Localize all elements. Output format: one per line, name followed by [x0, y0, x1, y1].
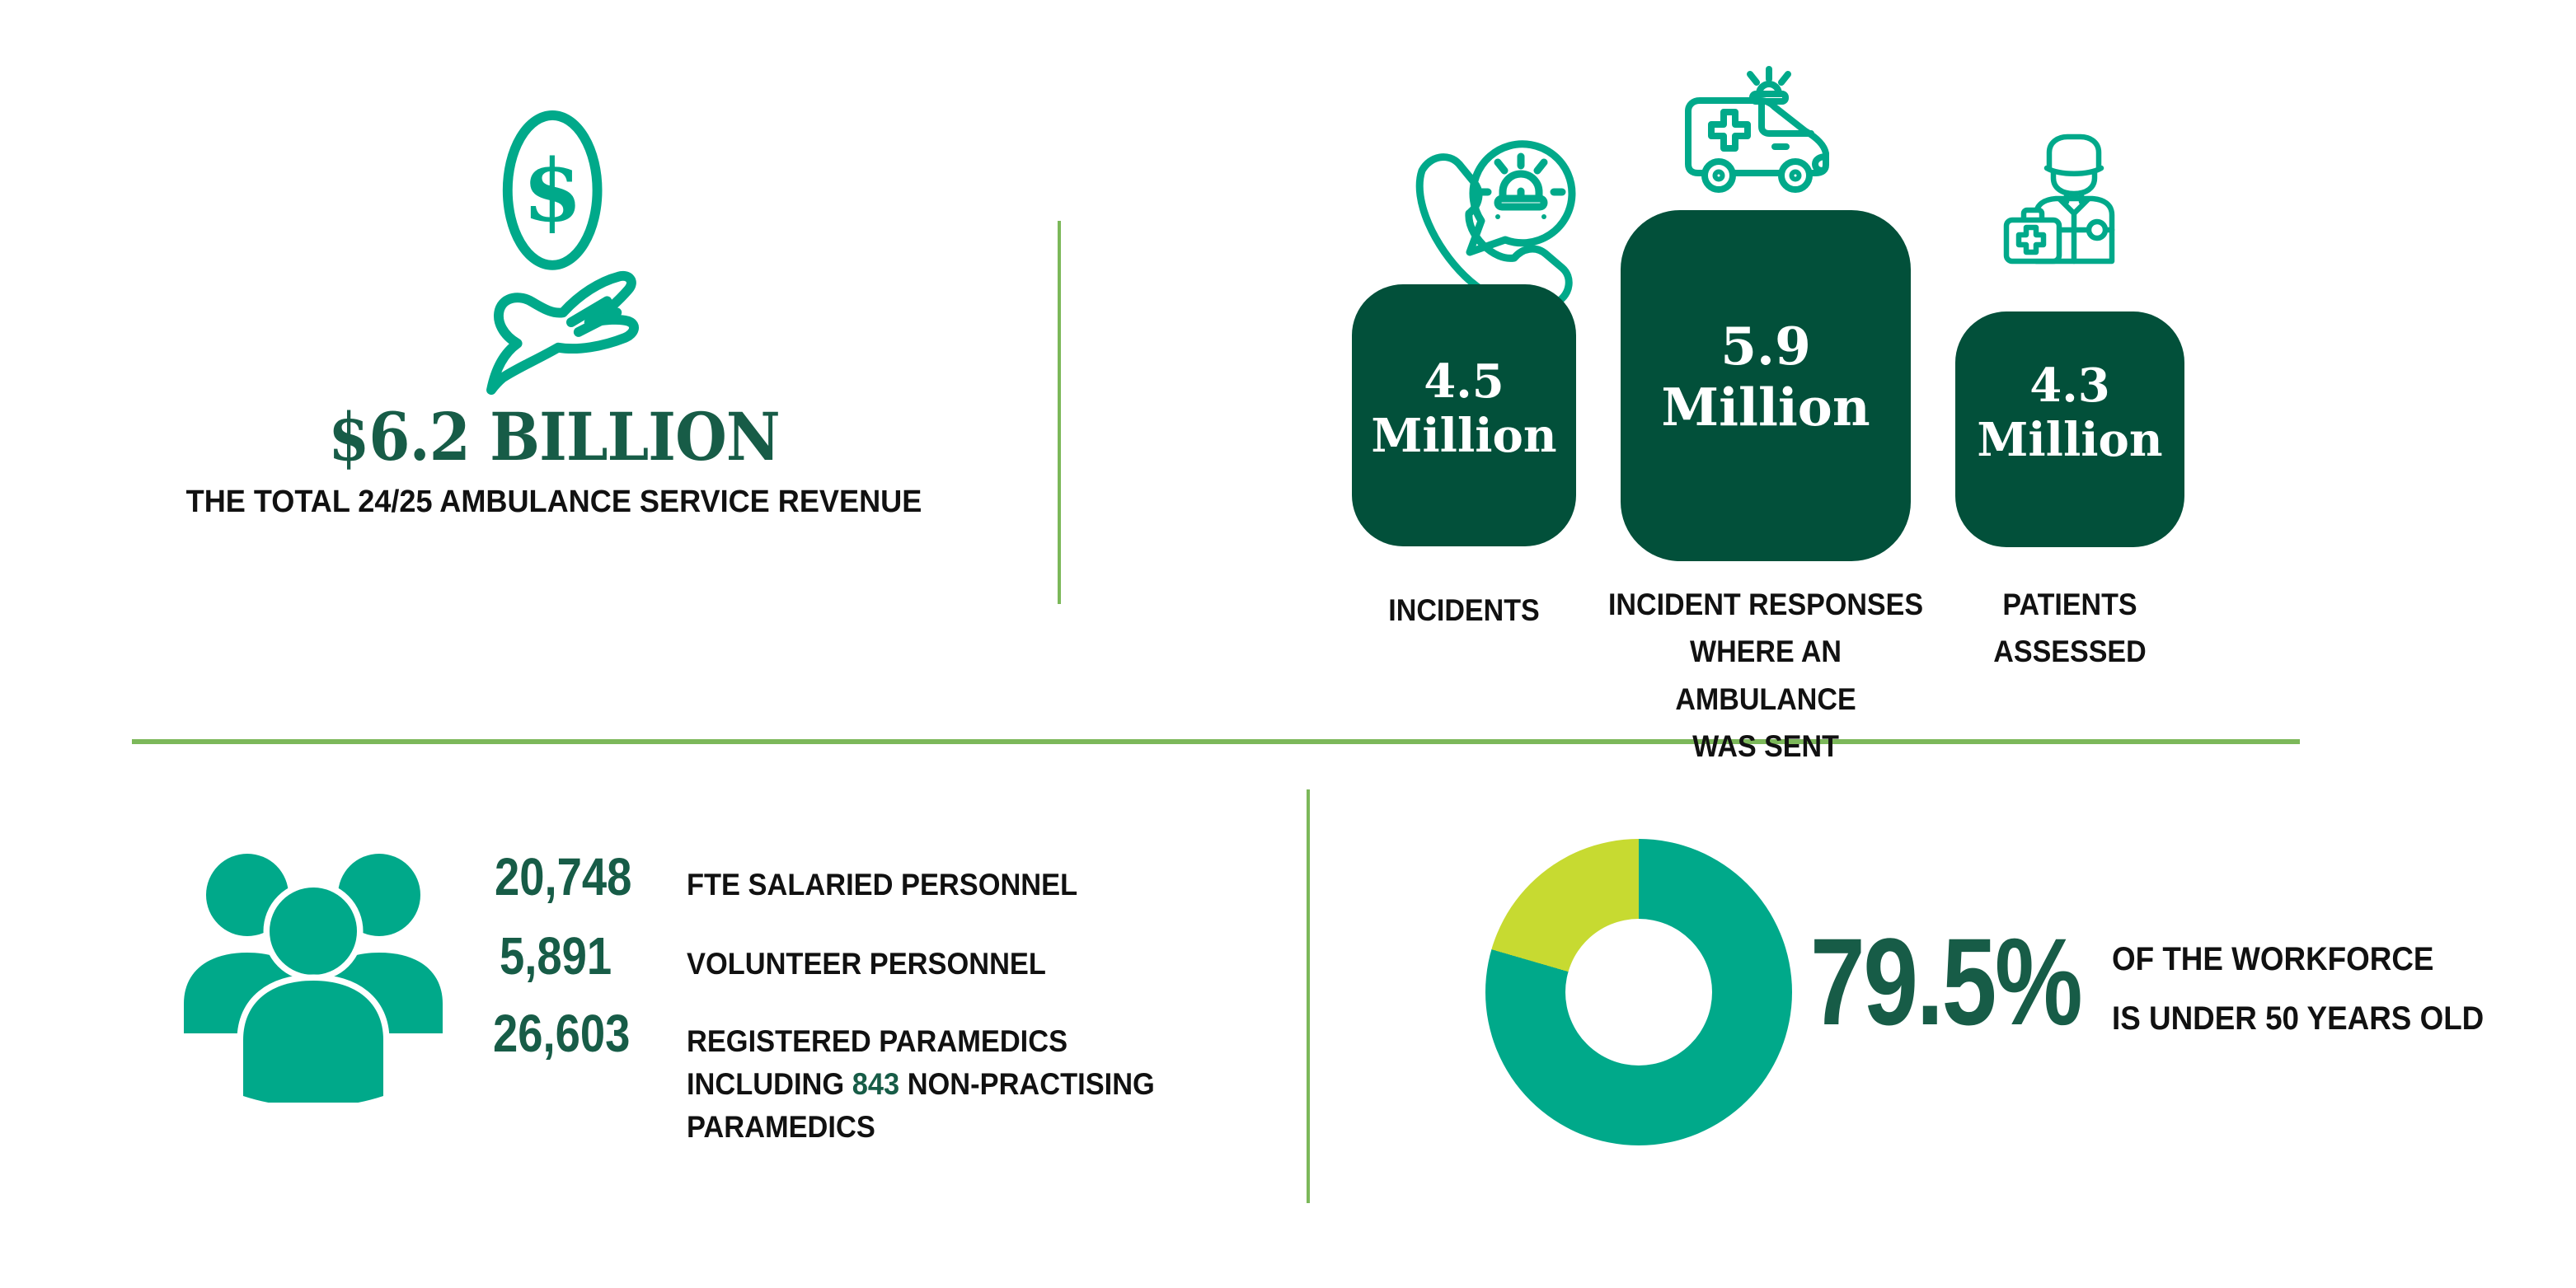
- stat-card-patients-assessed: 4.3 Million: [1955, 311, 2184, 547]
- dollar-sign-glyph: $: [523, 141, 582, 241]
- stat-value: 4.5: [1424, 354, 1504, 409]
- personnel-label-volunteer: VOLUNTEER PERSONNEL: [687, 947, 1046, 981]
- emergency-call-icon: [1389, 119, 1595, 309]
- paramedic-icon: [1977, 122, 2175, 305]
- stat-card-incident-responses: 5.9 Million: [1621, 210, 1911, 561]
- personnel-value-fte: 20,748: [495, 847, 632, 906]
- stat-card-incidents: 4.5 Million: [1352, 284, 1576, 546]
- non-practising-count: 843: [852, 1066, 900, 1101]
- stat-unit: Million: [1661, 377, 1870, 438]
- stat-label-patients-assessed: PATIENTS ASSESSED: [1993, 588, 2147, 669]
- vertical-divider-top: [1058, 221, 1061, 604]
- personnel-label-paramedics: REGISTERED PARAMEDICS INCLUDING 843 NON-…: [687, 1024, 1155, 1144]
- personnel-value-paramedics: 26,603: [493, 1004, 631, 1063]
- people-group-icon: [177, 831, 449, 1103]
- stat-unit: Million: [1977, 413, 2163, 468]
- stat-unit: Million: [1371, 409, 1557, 464]
- revenue-amount: $6.2 BILLION: [328, 398, 781, 475]
- stat-value: 4.3: [2029, 358, 2110, 413]
- personnel-label-fte: FTE SALARIED PERSONNEL: [687, 868, 1078, 902]
- donut-chart: [1485, 839, 1792, 1145]
- stat-label-incident-responses: INCIDENT RESPONSES WHERE AN AMBULANCE WA…: [1607, 588, 1924, 764]
- ambulance-icon: [1649, 35, 1896, 216]
- donut-hole: [1565, 919, 1712, 1066]
- vertical-divider-bottom: [1307, 789, 1310, 1203]
- stat-label-incidents: INCIDENTS: [1388, 593, 1540, 627]
- stat-value: 5.9: [1720, 316, 1811, 377]
- revenue-caption: THE TOTAL 24/25 AMBULANCE SERVICE REVENU…: [185, 485, 922, 519]
- personnel-value-volunteer: 5,891: [500, 926, 612, 986]
- workforce-caption: OF THE WORKFORCE IS UNDER 50 YEARS OLD: [2112, 941, 2485, 1037]
- horizontal-divider: [132, 739, 2300, 744]
- workforce-percent: 79.5%: [1810, 912, 2083, 1051]
- hand-holding-dollar-icon: $: [466, 109, 664, 402]
